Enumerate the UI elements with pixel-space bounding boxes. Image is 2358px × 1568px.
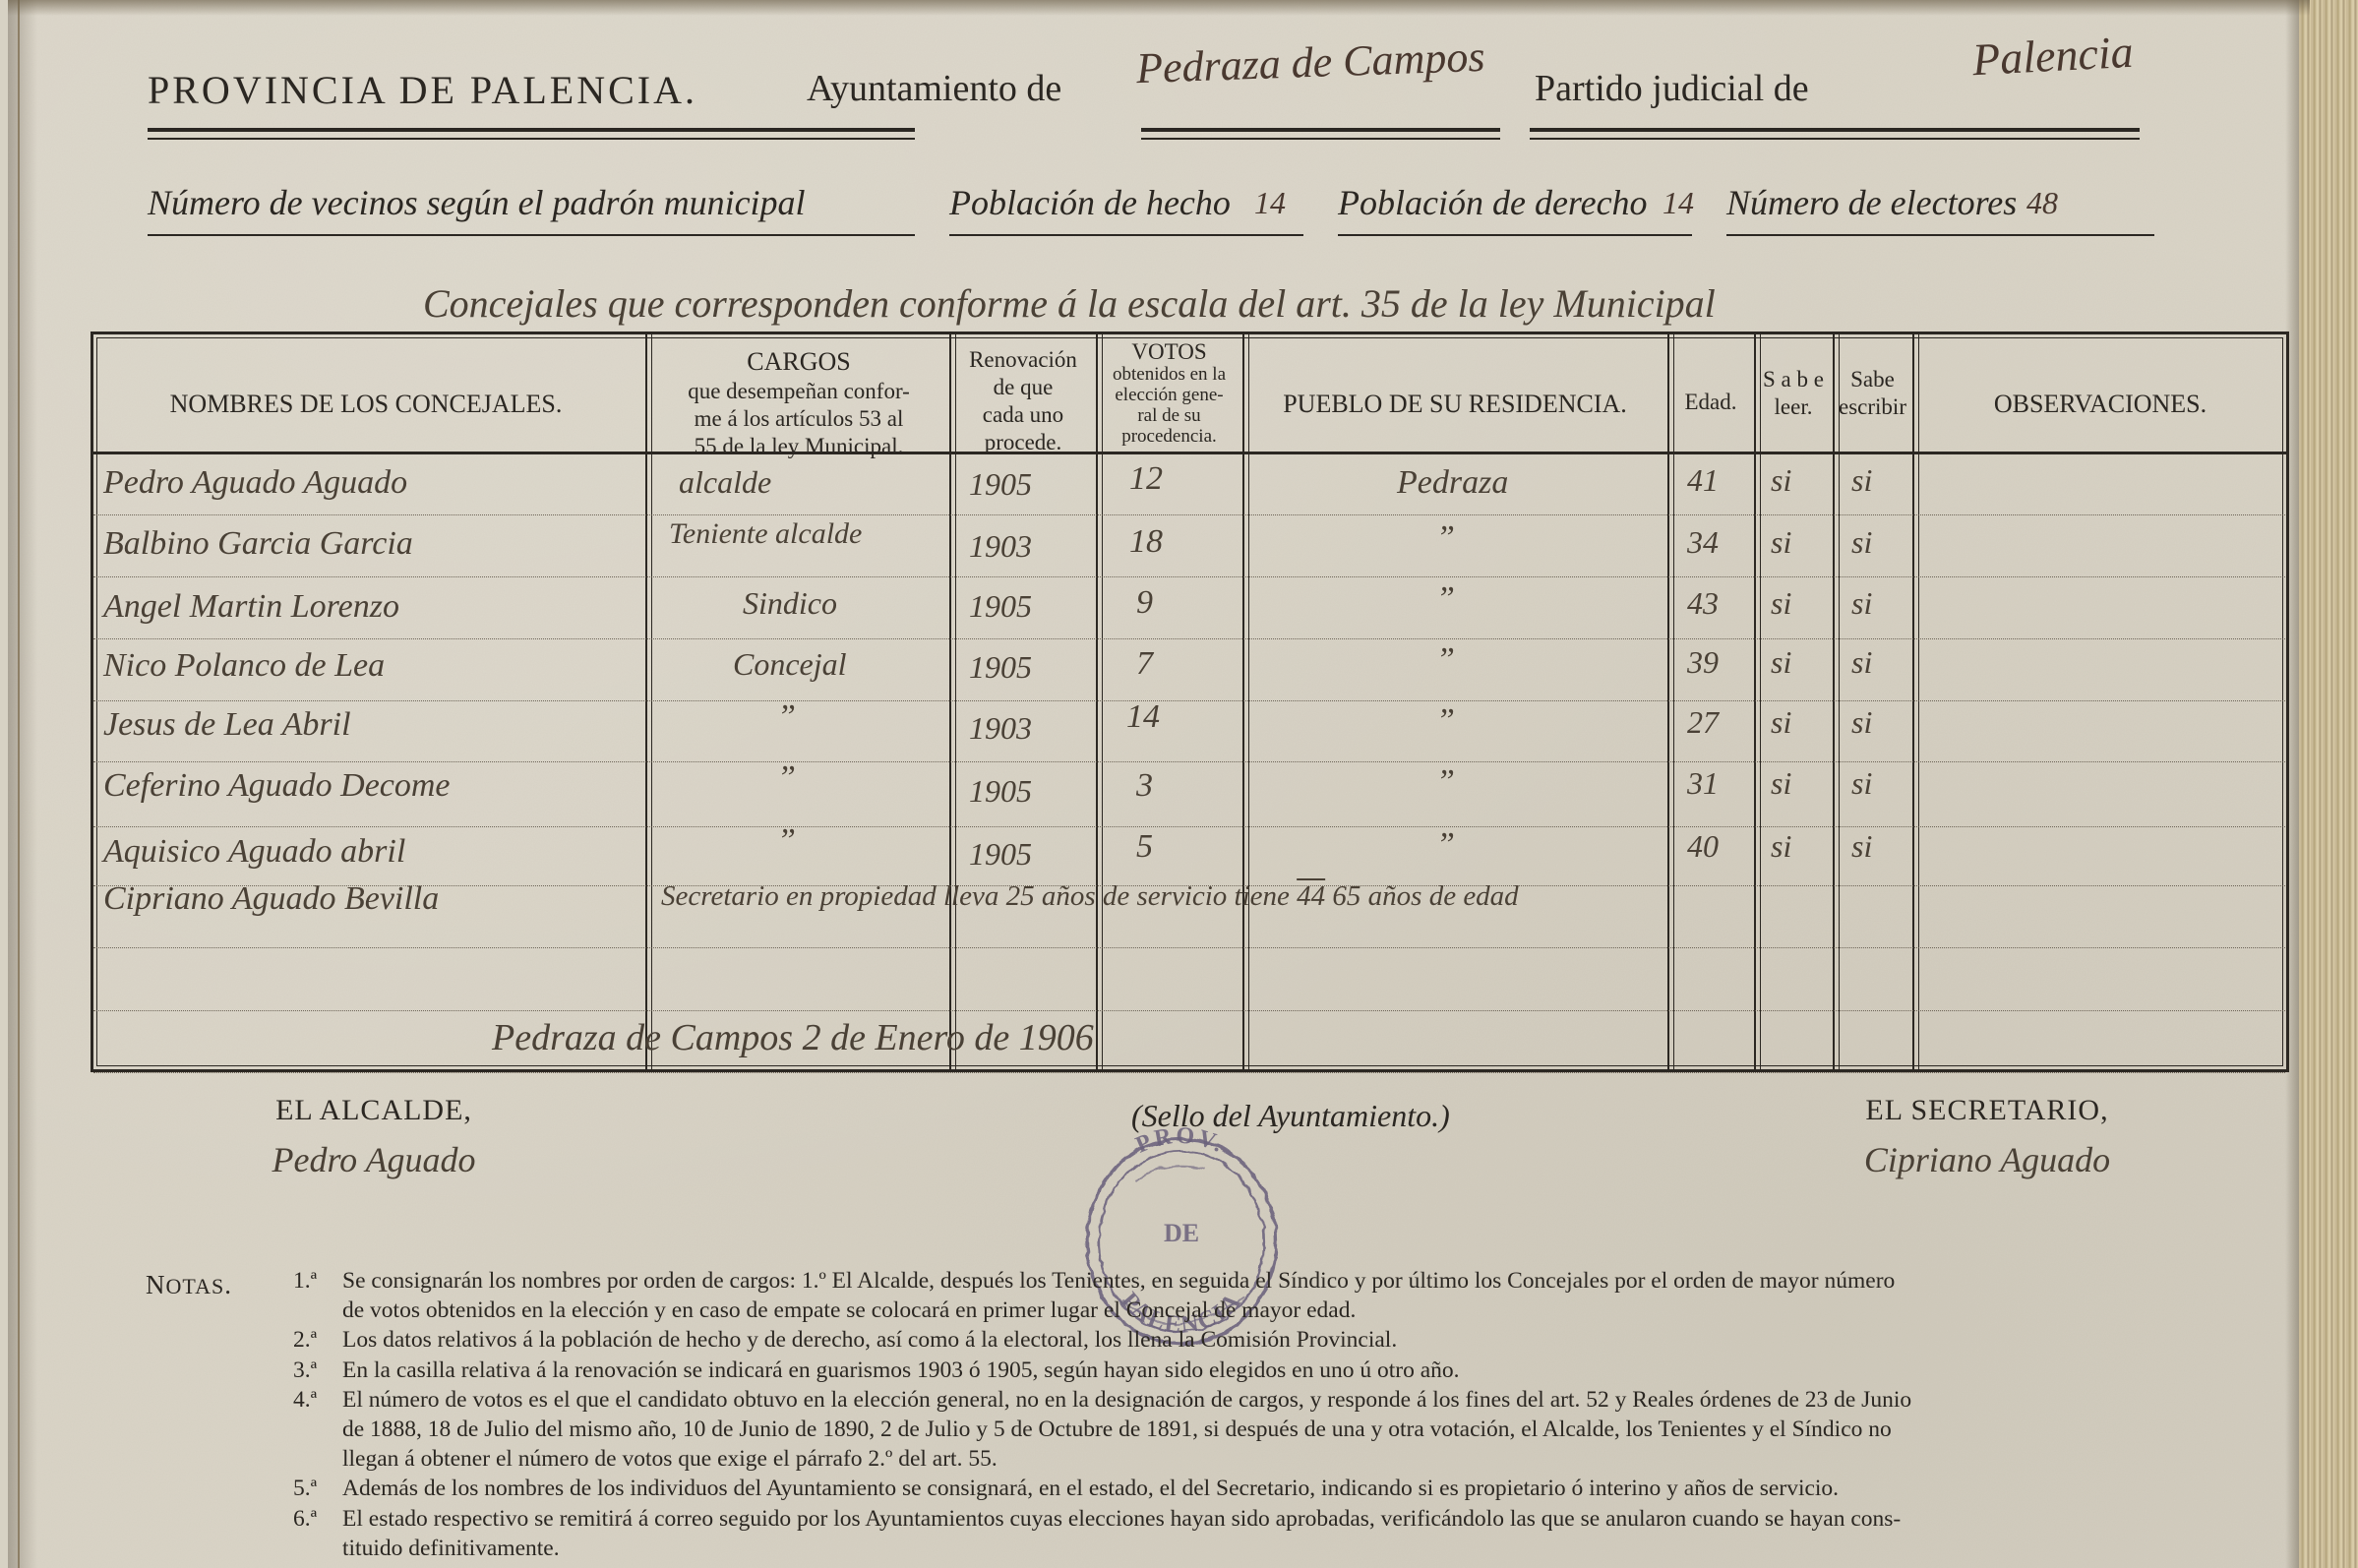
svg-text:PROV.: PROV. bbox=[1132, 1123, 1230, 1159]
svg-text:DE: DE bbox=[1164, 1219, 1199, 1247]
